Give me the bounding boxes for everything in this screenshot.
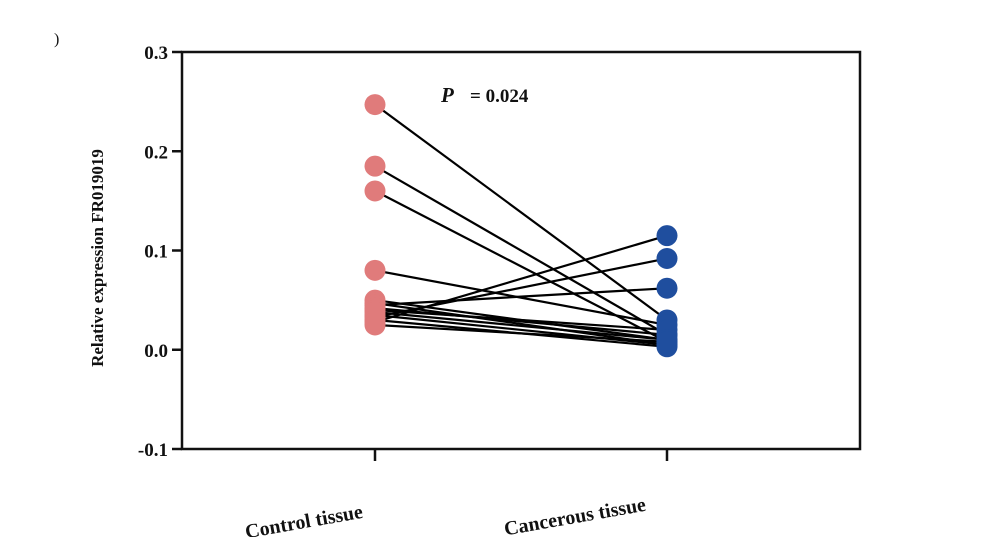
data-points — [364, 94, 678, 358]
pair-line — [374, 310, 668, 341]
control-point — [364, 259, 386, 281]
cancerous-point — [656, 247, 678, 269]
y-tick-label: 0.0 — [144, 341, 168, 362]
y-tick-label: 0.2 — [144, 142, 168, 163]
pair-line — [374, 234, 668, 324]
x-axis-ticks: Control tissue Cancerous tissue — [243, 449, 669, 537]
y-tick-label: -0.1 — [138, 440, 168, 461]
control-point — [364, 94, 386, 116]
pair-line — [374, 103, 668, 321]
p-value-text: = 0.024 — [470, 86, 529, 107]
pair-line — [374, 302, 668, 346]
pair-lines — [374, 103, 668, 348]
pair-line — [374, 165, 668, 336]
control-point — [364, 314, 386, 336]
pair-line — [374, 308, 668, 331]
pair-line — [374, 287, 668, 307]
control-point — [364, 180, 386, 202]
control-point — [364, 155, 386, 177]
x-category-label: Control tissue — [243, 501, 364, 537]
cancerous-point — [656, 331, 678, 353]
cancerous-point — [656, 225, 678, 247]
y-tick-label: 0.1 — [144, 242, 168, 263]
y-axis-ticks: -0.1 0.0 0.1 0.2 0.3 — [138, 43, 182, 461]
y-tick-label: 0.3 — [144, 43, 168, 64]
y-axis-title: Relative expression FR019019 — [88, 149, 107, 367]
cancerous-point — [656, 277, 678, 299]
corner-mark: ) — [54, 31, 59, 48]
p-value-symbol: P — [440, 83, 454, 107]
x-category-label: Cancerous tissue — [502, 494, 647, 537]
pair-line — [374, 323, 668, 343]
